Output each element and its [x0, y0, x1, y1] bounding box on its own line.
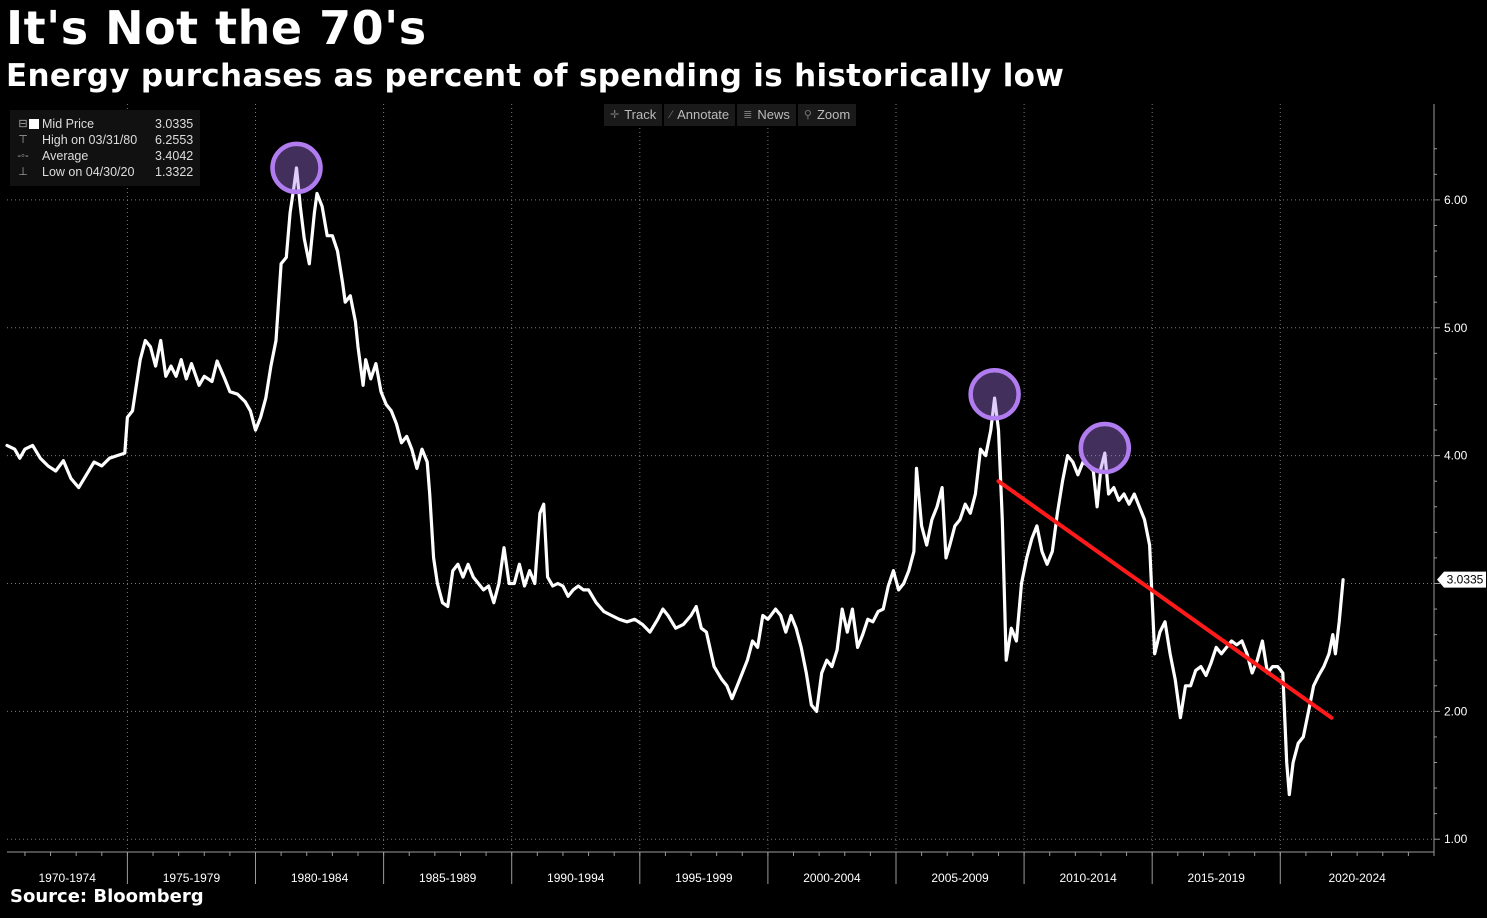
x-tick-label: 2015-2019 — [1188, 871, 1246, 885]
y-tick-label: 5.00 — [1444, 321, 1468, 335]
crosshair-icon: ✛ — [610, 109, 620, 121]
last-value-tag-shape — [1437, 571, 1486, 588]
x-tick-label: 1995-1999 — [675, 871, 733, 885]
low-marker-icon: ⊥ — [18, 166, 28, 178]
chart-toolbar: ✛ Track ⁄ Annotate ≣ News ⚲ Zoom — [604, 104, 857, 126]
track-button[interactable]: ✛ Track — [604, 104, 663, 126]
news-button[interactable]: ≣ News — [737, 104, 796, 126]
peak-highlight-circle — [968, 367, 1021, 421]
legend-value: 3.0335 — [155, 117, 194, 131]
chart-title: It's Not the 70's — [6, 1, 427, 55]
series-line-mid-price — [5, 166, 1345, 797]
source-note: Source: Bloomberg — [10, 886, 204, 907]
legend-value: 1.3322 — [155, 165, 194, 179]
y-tick-label: 2.00 — [1444, 704, 1468, 718]
x-tick-label: 1985-1989 — [419, 871, 477, 885]
legend-label: High on 03/31/80 — [42, 133, 138, 147]
news-icon: ≣ — [743, 109, 753, 121]
red-trendline — [996, 479, 1334, 720]
average-marker-icon: -◦- — [17, 150, 29, 162]
x-tick-label: 1990-1994 — [547, 871, 605, 885]
legend-row-high: ⊤ High on 03/31/80 6.2553 — [10, 132, 200, 148]
y-tick-label: 6.00 — [1444, 193, 1468, 207]
x-tick-label: 2020-2024 — [1328, 871, 1386, 885]
chart-subtitle: Energy purchases as percent of spending … — [6, 58, 1065, 94]
x-tick-label: 2010-2014 — [1059, 871, 1117, 885]
last-value-tag: 3.0335 — [1437, 571, 1486, 588]
legend-label: Average — [42, 149, 89, 163]
zoom-label: Zoom — [816, 107, 851, 122]
track-label: Track — [624, 107, 657, 122]
x-tick-label: 2005-2009 — [931, 871, 989, 885]
x-tick-label: 1980-1984 — [291, 871, 349, 885]
legend-row-average: -◦- Average 3.4042 — [10, 148, 200, 164]
legend-row-mid-price[interactable]: ⊟ Mid Price 3.0335 — [10, 116, 200, 132]
high-marker-icon: ⊤ — [18, 134, 28, 146]
peak-highlight-circle — [270, 141, 323, 195]
annotate-label: Annotate — [677, 107, 730, 122]
magnifier-icon: ⚲ — [803, 109, 812, 121]
legend-value: 3.4042 — [155, 149, 194, 163]
x-tick-label: 1970-1974 — [39, 871, 97, 885]
x-tick-label: 2000-2004 — [803, 871, 861, 885]
zoom-button[interactable]: ⚲ Zoom — [797, 104, 857, 126]
collapse-icon[interactable]: ⊟ — [18, 118, 28, 130]
legend-label: Low on 04/30/20 — [42, 165, 135, 179]
legend-row-low: ⊥ Low on 04/30/20 1.3322 — [10, 164, 200, 180]
chart-legend: ⊟ Mid Price 3.0335 ⊤ High on 03/31/80 6.… — [10, 110, 200, 186]
y-tick-label: 4.00 — [1444, 449, 1468, 463]
legend-label: Mid Price — [42, 117, 95, 131]
annotate-button[interactable]: ⁄ Annotate — [664, 104, 736, 126]
x-tick-label: 1975-1979 — [163, 871, 221, 885]
last-value-label: 3.0335 — [1447, 573, 1484, 587]
legend-value: 6.2553 — [155, 133, 194, 147]
y-tick-label: 1.00 — [1444, 832, 1468, 846]
series-swatch — [29, 119, 39, 129]
news-label: News — [757, 107, 790, 122]
peak-highlight-circle — [1078, 421, 1132, 475]
pencil-icon: ⁄ — [670, 109, 673, 121]
